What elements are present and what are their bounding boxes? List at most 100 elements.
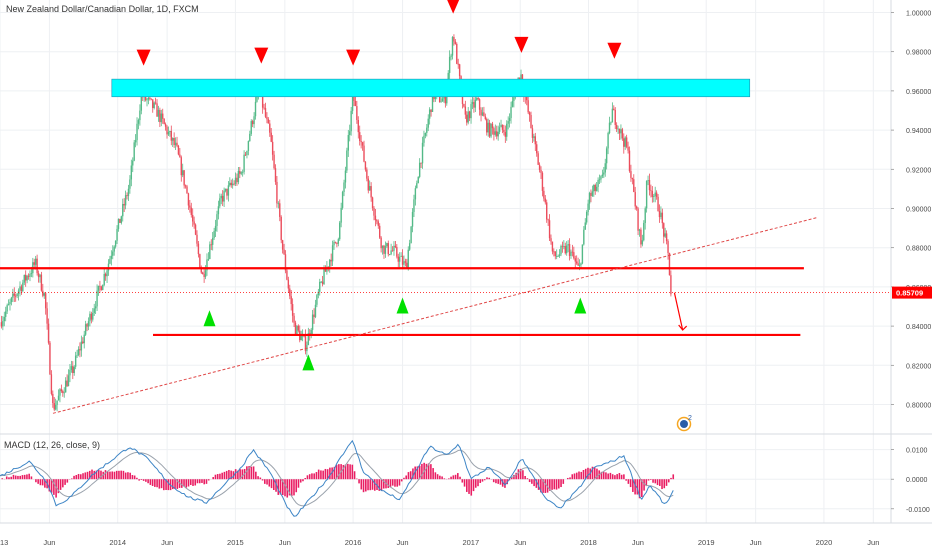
candle-body <box>591 191 594 196</box>
candle-body <box>667 241 669 253</box>
candle-body <box>613 108 615 111</box>
candle-body <box>511 100 514 107</box>
candle-body <box>397 256 399 262</box>
candle-body <box>50 374 53 394</box>
candle-body <box>269 123 271 133</box>
candle-body <box>391 250 394 252</box>
candle-body <box>277 203 280 205</box>
price-tick-label: 0.92000 <box>906 167 931 174</box>
candle-body <box>97 285 100 291</box>
last-price-tag[interactable] <box>892 286 932 299</box>
candle-body <box>347 135 349 151</box>
candle-body <box>184 185 187 187</box>
candle-body <box>279 203 281 217</box>
candle-body <box>73 366 75 374</box>
candle-body <box>354 100 357 107</box>
candle-body <box>413 199 415 212</box>
candle-body <box>470 104 472 119</box>
time-tick-label: Jun <box>514 538 526 547</box>
candle-body <box>64 380 67 393</box>
candle-body <box>99 285 101 287</box>
candle-body <box>630 171 632 178</box>
candle-body <box>67 375 70 387</box>
candle-body <box>346 150 348 171</box>
candle-body <box>219 198 221 207</box>
candle-body <box>356 106 358 121</box>
time-tick-label: 2020 <box>816 538 833 547</box>
candle-body <box>384 246 387 254</box>
candle-body <box>54 404 57 410</box>
candle-body <box>400 255 402 257</box>
candle-body <box>329 259 331 268</box>
candle-body <box>655 192 658 197</box>
macd-pane <box>0 433 932 517</box>
macd-tick-label: 0.0100 <box>906 448 928 455</box>
candle-body <box>190 207 192 215</box>
candle-body <box>404 261 407 263</box>
candle-body <box>417 176 419 184</box>
candle-body <box>84 324 87 335</box>
candle-body <box>561 245 564 247</box>
candle-body <box>493 128 495 135</box>
candle-body <box>30 273 33 274</box>
candle-body <box>300 335 302 341</box>
candle-body <box>137 120 140 124</box>
candle-body <box>270 132 272 142</box>
candle-body <box>448 56 451 73</box>
candle-body <box>209 244 211 259</box>
candle-body <box>163 118 165 125</box>
candle-body <box>594 184 596 191</box>
candle-body <box>186 186 188 194</box>
candle-body <box>660 212 662 218</box>
candle-body <box>323 268 325 285</box>
candle-body <box>313 314 315 318</box>
candle-body <box>197 243 200 255</box>
candle-body <box>241 171 244 173</box>
candle-body <box>500 124 502 128</box>
candle-body <box>116 228 118 241</box>
candle-body <box>444 94 447 104</box>
candle-body <box>334 241 337 243</box>
candle-body <box>424 132 427 136</box>
candle-body <box>250 121 252 134</box>
candle-body <box>467 111 469 123</box>
candle-body <box>601 174 604 177</box>
candle-body <box>9 301 11 305</box>
down-arrow-marker <box>254 47 269 64</box>
candle-body <box>5 311 7 317</box>
candle-body <box>466 114 468 123</box>
candle-body <box>349 131 351 136</box>
candle-body <box>478 99 481 110</box>
candle-body <box>307 333 310 346</box>
candle-body <box>364 161 367 170</box>
candle-body <box>431 91 434 112</box>
price-tick-label: 0.80000 <box>906 402 931 409</box>
candle-body <box>380 237 382 249</box>
candle-body <box>386 243 388 247</box>
candle-body <box>387 243 389 255</box>
time-tick-label: 2017 <box>462 538 479 547</box>
candle-body <box>16 294 18 297</box>
candle-body <box>661 212 664 224</box>
time-tick-label: Jun <box>279 538 291 547</box>
candle-body <box>653 196 655 197</box>
candle-body <box>267 119 270 124</box>
candle-body <box>411 211 414 227</box>
candle-body <box>102 284 104 291</box>
candle-body <box>130 165 133 180</box>
candle-body <box>394 245 397 248</box>
candle-body <box>243 154 245 172</box>
candle-body <box>608 122 611 134</box>
candle-body <box>129 179 131 189</box>
candle-body <box>154 102 157 104</box>
candle-body <box>124 195 127 206</box>
candle-body <box>136 123 138 141</box>
candle-body <box>401 255 404 265</box>
candle-body <box>537 153 539 165</box>
candle-body <box>577 263 579 266</box>
candle-body <box>565 245 568 254</box>
candle-body <box>477 98 479 100</box>
candle-body <box>383 245 385 254</box>
macd-indicator-label[interactable]: MACD (12, 26, close, 9) <box>4 440 101 450</box>
